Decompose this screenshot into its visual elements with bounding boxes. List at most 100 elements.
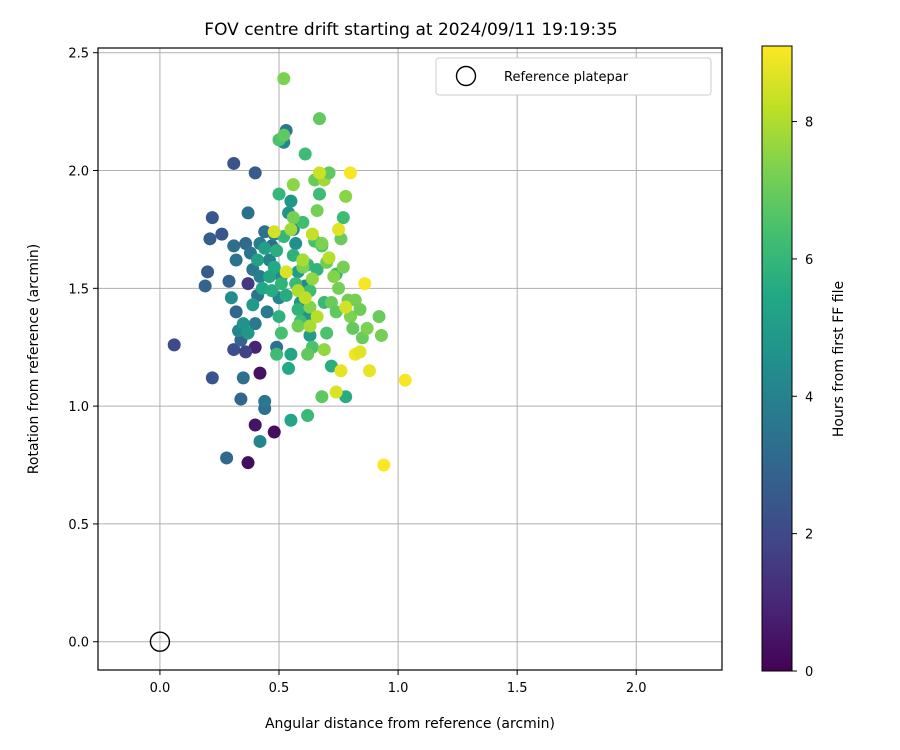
- scatter-point: [312, 166, 326, 180]
- scatter-point: [339, 189, 353, 203]
- scatter-point: [246, 298, 260, 312]
- scatter-point: [248, 418, 262, 432]
- scatter-point: [198, 279, 212, 293]
- scatter-point: [317, 343, 331, 357]
- scatter-point: [296, 253, 310, 267]
- scatter-point: [253, 434, 267, 448]
- scatter-point: [167, 338, 181, 352]
- scatter-point: [284, 413, 298, 427]
- scatter-point: [310, 204, 324, 218]
- scatter-point: [398, 373, 412, 387]
- scatter-point: [301, 409, 315, 423]
- scatter-point: [360, 321, 374, 335]
- scatter-point: [260, 305, 274, 319]
- scatter-point: [270, 244, 284, 258]
- scatter-point: [336, 260, 350, 274]
- scatter-point: [291, 319, 305, 333]
- scatter-point: [289, 237, 303, 251]
- scatter-point: [248, 317, 262, 331]
- scatter-point: [377, 458, 391, 472]
- scatter-point: [253, 270, 267, 284]
- scatter-point: [322, 166, 336, 180]
- scatter-point: [267, 225, 281, 239]
- reference-platepar-marker: [149, 631, 171, 652]
- scatter-point: [205, 371, 219, 385]
- colorbar: 0 2 4 6 8 Hours from first FF file: [761, 45, 847, 680]
- chart-title: FOV centre drift starting at 2024/09/11 …: [204, 20, 617, 40]
- scatter-point: [332, 281, 346, 295]
- x-tick-label: 1.5: [507, 681, 528, 696]
- grid: [98, 48, 722, 670]
- scatter-point: [286, 178, 300, 192]
- scatter-point: [258, 394, 272, 408]
- colorbar-label: Hours from first FF file: [831, 281, 847, 437]
- scatter-point: [353, 345, 367, 359]
- y-tick-label: 2.0: [68, 165, 89, 180]
- scatter-point: [253, 366, 267, 380]
- scatter-point: [205, 211, 219, 225]
- scatter-point: [374, 328, 388, 342]
- scatter-point: [251, 253, 265, 267]
- scatter-point: [284, 222, 298, 236]
- scatter-point: [282, 361, 296, 375]
- scatter-point: [215, 227, 229, 241]
- scatter-point: [320, 326, 334, 340]
- scatter-point: [267, 425, 281, 439]
- x-axis-label: Angular distance from reference (arcmin): [265, 716, 555, 732]
- scatter-point: [224, 291, 238, 305]
- scatter-point: [279, 265, 293, 279]
- y-tick-label: 0.0: [68, 636, 89, 651]
- colorbar-tick-label: 0: [805, 665, 813, 680]
- x-tick-label: 2.0: [626, 681, 647, 696]
- colorbar-tick-label: 2: [805, 528, 813, 543]
- scatter-point: [339, 300, 353, 314]
- colorbar-tick-label: 6: [805, 253, 813, 268]
- scatter-point: [277, 72, 291, 86]
- scatter-point: [265, 284, 279, 298]
- scatter-point: [332, 222, 346, 236]
- legend-box: [435, 57, 712, 96]
- scatter-point: [284, 194, 298, 208]
- scatter-point: [272, 310, 286, 324]
- x-tick-label: 1.0: [388, 681, 409, 696]
- scatter-point: [267, 260, 281, 274]
- scatter-point: [274, 277, 288, 291]
- scatter-point: [303, 319, 317, 333]
- scatter-point: [301, 347, 315, 361]
- legend: Reference platepar: [435, 57, 712, 96]
- x-tick-label: 0.0: [150, 681, 171, 696]
- scatter-point: [334, 364, 348, 378]
- x-tick-label: 0.5: [269, 681, 290, 696]
- plot-frame: [97, 47, 723, 671]
- scatter-point: [203, 232, 217, 246]
- scatter-point: [312, 187, 326, 201]
- scatter-point: [329, 385, 343, 399]
- reference-marker-layer: [149, 631, 171, 652]
- scatter-point: [241, 326, 255, 340]
- y-tick-label: 0.5: [68, 518, 89, 533]
- y-axis-label: Rotation from reference (arcmin): [26, 244, 42, 474]
- scatter-point: [272, 187, 286, 201]
- colorbar-tick-label: 4: [805, 390, 813, 405]
- scatter-point: [234, 392, 248, 406]
- scatter-point: [241, 206, 255, 220]
- scatter-point: [305, 227, 319, 241]
- y-tick-label: 1.5: [68, 282, 89, 297]
- scatter-point: [336, 211, 350, 225]
- scatter-point: [343, 166, 357, 180]
- scatter-point: [358, 277, 372, 291]
- scatter-point: [227, 239, 241, 253]
- scatter-point: [220, 451, 234, 465]
- scatter-point: [229, 253, 243, 267]
- scatter-point: [239, 345, 253, 359]
- scatter-point: [274, 326, 288, 340]
- scatter-point: [327, 270, 341, 284]
- scatter-point: [363, 364, 377, 378]
- scatter-point: [298, 291, 312, 305]
- legend-marker-icon: [455, 65, 477, 87]
- y-axis-ticks: 0.0 0.5 1.0 1.5 2.0 2.5: [68, 47, 98, 651]
- scatter-point: [312, 112, 326, 126]
- scatter-point: [241, 277, 255, 291]
- scatter-point: [229, 305, 243, 319]
